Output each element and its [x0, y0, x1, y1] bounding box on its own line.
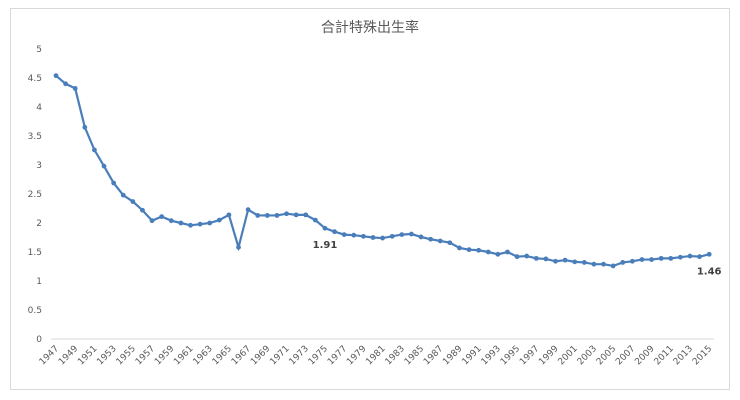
point-marker — [140, 207, 145, 213]
point-marker — [466, 247, 472, 253]
point-marker — [236, 244, 241, 250]
point-marker — [553, 258, 558, 264]
point-marker — [207, 220, 213, 226]
point-marker — [53, 73, 59, 79]
point-marker — [370, 235, 376, 240]
point-marker — [418, 234, 424, 240]
point-marker — [63, 81, 69, 87]
point-marker — [677, 254, 683, 260]
point-marker — [380, 235, 385, 241]
point-marker — [130, 199, 136, 204]
point-marker — [82, 124, 88, 130]
point-marker — [149, 218, 155, 224]
y-tick-label: 0.5 — [28, 306, 42, 316]
point-marker — [168, 218, 174, 224]
point-marker — [312, 217, 318, 223]
y-tick-label: 4.5 — [28, 74, 42, 84]
point-marker — [399, 232, 405, 238]
point-marker — [581, 260, 587, 265]
point-marker — [639, 257, 645, 262]
point-marker — [610, 263, 616, 269]
point-marker — [274, 213, 280, 218]
point-marker — [447, 240, 453, 246]
point-marker — [216, 217, 222, 223]
point-marker — [562, 257, 568, 263]
point-marker — [687, 253, 693, 259]
point-marker — [658, 255, 664, 261]
point-marker — [533, 255, 539, 261]
point-marker — [591, 261, 597, 267]
point-marker — [505, 249, 510, 255]
y-tick-label: 2.5 — [28, 190, 42, 200]
point-marker — [495, 251, 501, 257]
point-marker — [341, 232, 347, 238]
point-marker — [284, 211, 289, 217]
y-tick-label: 1.5 — [28, 248, 42, 258]
point-marker — [188, 222, 193, 228]
point-marker — [428, 236, 434, 242]
point-marker — [360, 233, 366, 239]
y-tick-label: 4 — [36, 103, 42, 113]
point-marker — [457, 245, 462, 251]
point-marker — [476, 247, 482, 253]
point-marker — [72, 86, 78, 91]
point-marker — [293, 212, 299, 218]
point-marker — [226, 212, 232, 218]
point-marker — [197, 221, 203, 227]
y-tick-label: 1 — [36, 277, 42, 287]
point-marker — [629, 258, 635, 264]
point-marker — [601, 261, 606, 267]
data-label: 1.91 — [313, 240, 338, 251]
y-tick-label: 0 — [36, 335, 42, 345]
point-marker — [697, 254, 702, 260]
point-marker — [92, 147, 97, 153]
point-marker — [389, 233, 395, 239]
point-marker — [543, 256, 549, 262]
point-marker — [111, 180, 117, 186]
point-marker — [159, 214, 165, 220]
point-marker — [524, 253, 530, 259]
point-marker — [514, 254, 520, 260]
chart-title: 合計特殊出生率 — [321, 19, 419, 36]
point-marker — [322, 225, 328, 231]
point-marker — [668, 255, 674, 261]
point-marker — [264, 213, 270, 218]
point-marker — [437, 238, 443, 244]
point-marker — [303, 212, 309, 218]
point-marker — [101, 163, 107, 169]
chart-frame — [10, 8, 730, 390]
point-marker — [706, 251, 712, 257]
data-label: 1.46 — [697, 266, 722, 277]
y-tick-label: 2 — [36, 219, 42, 229]
y-tick-label: 3 — [36, 161, 42, 171]
point-marker — [351, 232, 357, 238]
point-marker — [409, 231, 414, 237]
point-marker — [178, 220, 184, 226]
point-marker — [255, 213, 261, 218]
point-marker — [120, 192, 126, 198]
point-marker — [572, 259, 578, 265]
y-tick-label: 3.5 — [28, 132, 42, 142]
point-marker — [332, 229, 337, 235]
point-marker — [485, 249, 491, 255]
y-tick-label: 5 — [36, 45, 42, 55]
point-marker — [620, 260, 626, 265]
point-marker — [245, 207, 251, 213]
point-marker — [649, 257, 654, 262]
